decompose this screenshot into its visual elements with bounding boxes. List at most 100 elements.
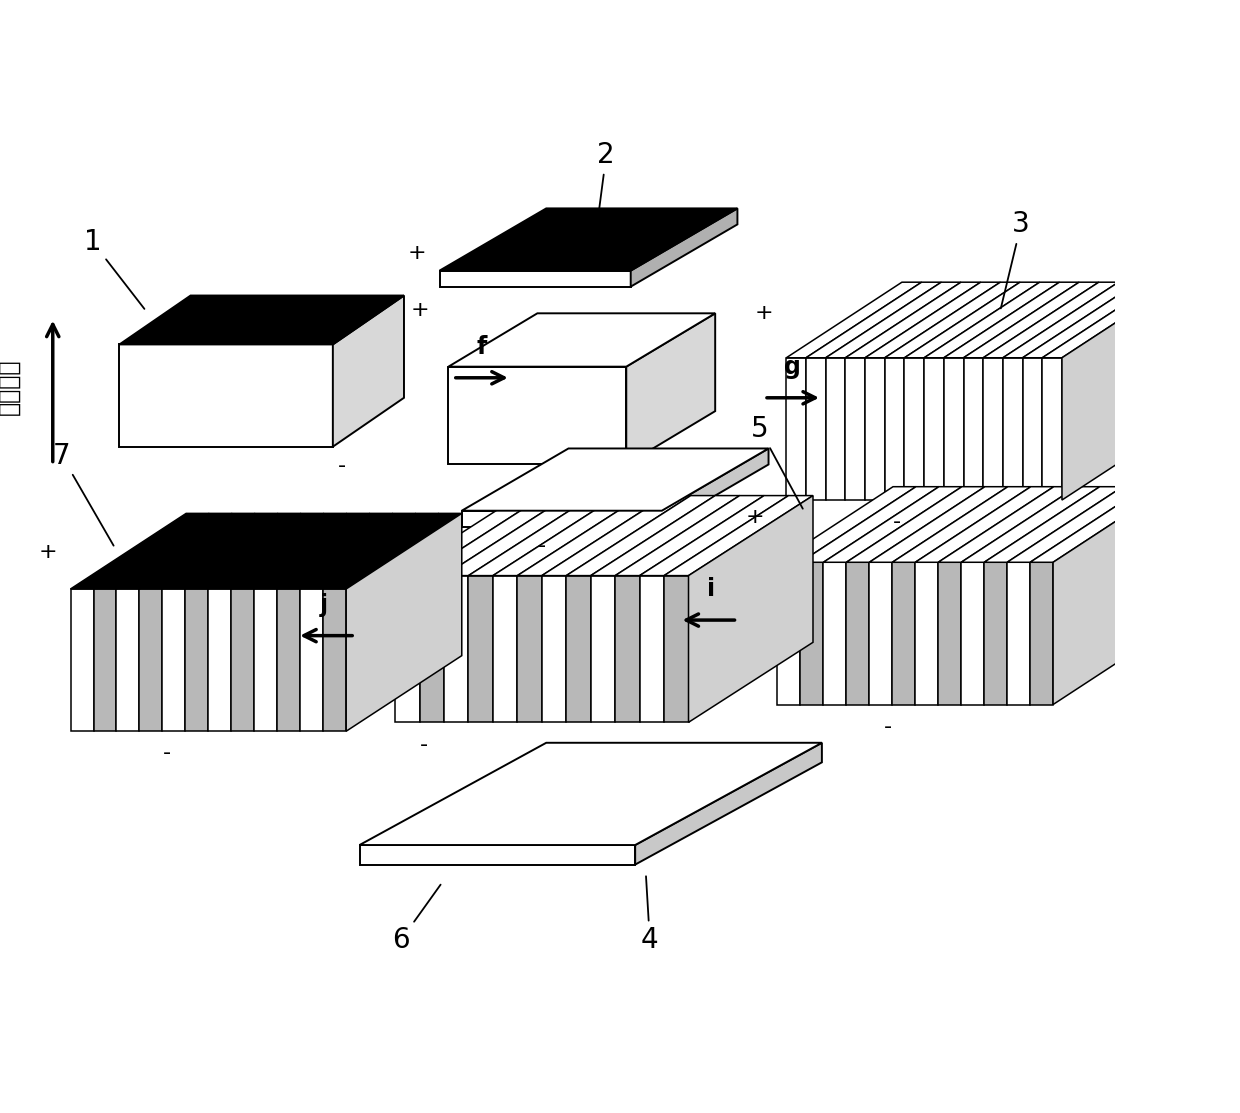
Polygon shape <box>665 495 813 575</box>
Polygon shape <box>1030 486 1168 562</box>
Polygon shape <box>869 486 1008 562</box>
Polygon shape <box>800 486 939 562</box>
Polygon shape <box>904 283 1039 357</box>
Polygon shape <box>985 486 1122 562</box>
Text: +: + <box>38 542 57 562</box>
Text: +: + <box>408 243 427 263</box>
Polygon shape <box>567 495 715 575</box>
Polygon shape <box>232 513 370 589</box>
Polygon shape <box>847 562 869 705</box>
Text: j: j <box>320 592 329 617</box>
Polygon shape <box>893 562 915 705</box>
Text: -: - <box>337 456 346 476</box>
Polygon shape <box>1043 283 1178 357</box>
Text: -: - <box>893 512 900 532</box>
Polygon shape <box>1053 486 1168 705</box>
Polygon shape <box>324 513 461 589</box>
Polygon shape <box>232 589 254 731</box>
Polygon shape <box>1030 562 1053 705</box>
Polygon shape <box>885 283 1021 357</box>
Polygon shape <box>939 562 961 705</box>
Polygon shape <box>254 589 278 731</box>
Polygon shape <box>208 513 347 589</box>
Polygon shape <box>469 495 618 575</box>
Text: -: - <box>162 743 171 764</box>
Text: 4: 4 <box>641 876 658 954</box>
Text: -: - <box>420 735 429 755</box>
Polygon shape <box>590 495 739 575</box>
Polygon shape <box>640 575 665 722</box>
Polygon shape <box>1023 357 1043 500</box>
Polygon shape <box>117 589 139 731</box>
Polygon shape <box>71 589 93 731</box>
Polygon shape <box>635 742 822 865</box>
Polygon shape <box>847 486 985 562</box>
Polygon shape <box>626 314 715 464</box>
Polygon shape <box>944 283 1079 357</box>
Polygon shape <box>961 486 1100 562</box>
Polygon shape <box>492 495 642 575</box>
Polygon shape <box>439 208 738 270</box>
Polygon shape <box>983 283 1118 357</box>
Polygon shape <box>869 562 893 705</box>
Polygon shape <box>278 513 415 589</box>
Text: +: + <box>363 519 382 539</box>
Polygon shape <box>186 513 324 589</box>
Polygon shape <box>439 270 631 287</box>
Polygon shape <box>1007 486 1146 562</box>
Polygon shape <box>806 357 826 500</box>
Text: 1: 1 <box>84 228 144 309</box>
Polygon shape <box>985 562 1007 705</box>
Polygon shape <box>346 513 461 731</box>
Polygon shape <box>944 357 963 500</box>
Polygon shape <box>777 562 800 705</box>
Polygon shape <box>1023 283 1158 357</box>
Polygon shape <box>517 575 542 722</box>
Polygon shape <box>688 495 813 722</box>
Polygon shape <box>640 495 789 575</box>
Polygon shape <box>93 589 117 731</box>
Text: 5: 5 <box>751 415 802 509</box>
Polygon shape <box>893 486 1030 562</box>
Polygon shape <box>324 589 346 731</box>
Polygon shape <box>419 495 568 575</box>
Text: -: - <box>538 536 546 556</box>
Polygon shape <box>786 283 921 357</box>
Polygon shape <box>615 575 640 722</box>
Text: 2: 2 <box>598 141 615 224</box>
Text: i: i <box>707 577 714 601</box>
Text: +: + <box>746 508 765 528</box>
Polygon shape <box>1061 283 1178 500</box>
Polygon shape <box>542 575 567 722</box>
Polygon shape <box>662 449 769 526</box>
Polygon shape <box>208 589 232 731</box>
Polygon shape <box>961 562 985 705</box>
Polygon shape <box>806 283 941 357</box>
Polygon shape <box>963 357 983 500</box>
Polygon shape <box>924 283 1059 357</box>
Polygon shape <box>93 513 232 589</box>
Polygon shape <box>492 575 517 722</box>
Text: 极化方向: 极化方向 <box>0 358 20 415</box>
Polygon shape <box>119 344 332 446</box>
Polygon shape <box>826 283 961 357</box>
Polygon shape <box>444 495 593 575</box>
Text: g: g <box>784 355 801 378</box>
Polygon shape <box>360 845 635 865</box>
Polygon shape <box>915 562 939 705</box>
Polygon shape <box>826 357 846 500</box>
Polygon shape <box>419 575 444 722</box>
Polygon shape <box>924 357 944 500</box>
Polygon shape <box>186 589 208 731</box>
Polygon shape <box>469 575 492 722</box>
Text: +: + <box>755 303 774 323</box>
Polygon shape <box>915 486 1054 562</box>
Polygon shape <box>1003 283 1138 357</box>
Text: 6: 6 <box>392 885 440 954</box>
Polygon shape <box>866 357 885 500</box>
Polygon shape <box>590 575 615 722</box>
Polygon shape <box>1007 562 1030 705</box>
Polygon shape <box>665 575 688 722</box>
Polygon shape <box>846 357 866 500</box>
Polygon shape <box>939 486 1076 562</box>
